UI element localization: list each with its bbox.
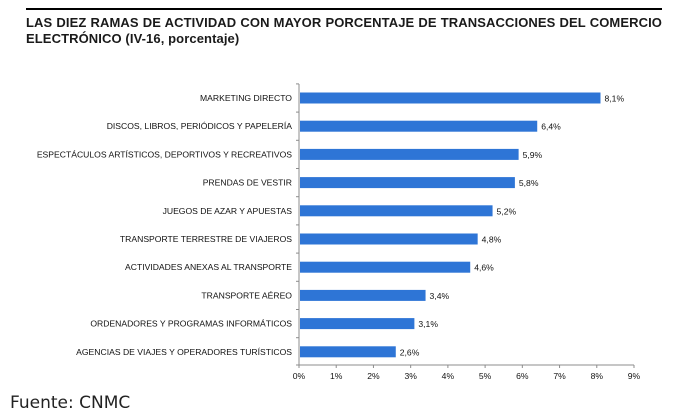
value-label: 6,4% xyxy=(541,122,561,132)
category-label: ESPECTÁCULOS ARTÍSTICOS, DEPORTIVOS Y RE… xyxy=(37,149,292,159)
category-label: PRENDAS DE VESTIR xyxy=(203,178,292,188)
value-label: 4,8% xyxy=(482,235,502,245)
category-label: ACTIVIDADES ANEXAS AL TRANSPORTE xyxy=(125,262,292,272)
bar xyxy=(300,148,519,160)
category-label: ORDENADORES Y PROGRAMAS INFORMÁTICOS xyxy=(90,319,292,329)
x-tick-label: 2% xyxy=(367,371,380,381)
category-label: MARKETING DIRECTO xyxy=(200,93,292,103)
category-label: AGENCIAS DE VIAJES Y OPERADORES TURÍSTIC… xyxy=(76,347,292,357)
x-tick-label: 4% xyxy=(442,371,455,381)
category-label: TRANSPORTE AÉREO xyxy=(201,290,292,300)
x-tick-label: 9% xyxy=(628,371,641,381)
bar xyxy=(300,318,415,330)
bar xyxy=(300,261,471,273)
value-label: 5,9% xyxy=(523,150,543,160)
bar xyxy=(300,346,396,358)
bar xyxy=(300,205,493,217)
x-tick-label: 3% xyxy=(404,371,417,381)
chart-title: LAS DIEZ RAMAS DE ACTIVIDAD CON MAYOR PO… xyxy=(26,15,662,46)
x-tick-label: 0% xyxy=(293,371,306,381)
value-label: 5,2% xyxy=(497,206,517,216)
value-label: 4,6% xyxy=(474,263,494,273)
category-label: TRANSPORTE TERRESTRE DE VIAJEROS xyxy=(120,234,292,244)
chart-title-block: LAS DIEZ RAMAS DE ACTIVIDAD CON MAYOR PO… xyxy=(26,8,662,47)
value-label: 8,1% xyxy=(605,94,625,104)
x-tick-label: 7% xyxy=(553,371,566,381)
bar xyxy=(300,120,538,132)
x-tick-label: 5% xyxy=(479,371,492,381)
bar xyxy=(300,177,515,189)
bar xyxy=(300,92,601,104)
bar xyxy=(300,289,426,301)
category-label: JUEGOS DE AZAR Y APUESTAS xyxy=(163,206,293,216)
x-tick-label: 8% xyxy=(591,371,604,381)
bar xyxy=(300,233,478,245)
value-label: 3,1% xyxy=(418,319,438,329)
value-label: 5,8% xyxy=(519,178,539,188)
source-footer: Fuente: CNMC xyxy=(10,393,131,413)
x-tick-label: 6% xyxy=(516,371,529,381)
value-label: 3,4% xyxy=(430,291,450,301)
category-label: DISCOS, LIBROS, PERIÓDICOS Y PAPELERÍA xyxy=(107,121,293,131)
value-label: 2,6% xyxy=(400,347,420,357)
x-tick-label: 1% xyxy=(330,371,343,381)
